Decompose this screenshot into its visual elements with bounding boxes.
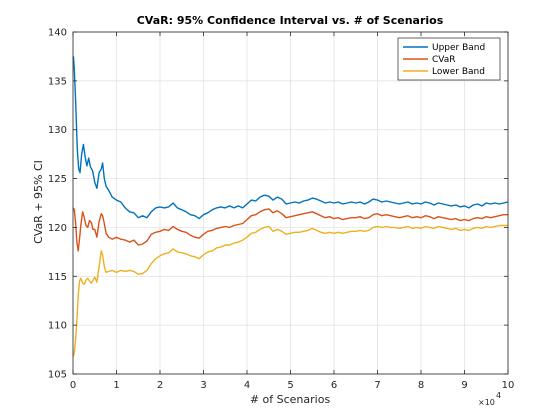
x-axis-exponent: ×10 4: [478, 391, 501, 407]
y-tick-label: 130: [48, 125, 67, 136]
legend: Upper Band CVaR Lower Band: [397, 37, 501, 81]
x-tick-label: 5: [287, 380, 293, 391]
y-tick-label: 125: [48, 174, 67, 185]
legend-entry-label: CVaR: [432, 55, 456, 65]
series-lines: [72, 56, 509, 357]
legend-entry-label: Lower Band: [432, 67, 485, 77]
chart-title: CVaR: 95% Confidence Interval vs. # of S…: [137, 14, 444, 27]
series-line-cvar: [72, 207, 508, 252]
y-tick-label: 135: [48, 76, 67, 87]
x-tick-label: 8: [418, 380, 424, 391]
x-tick-label: 10: [502, 380, 515, 391]
y-tick-label: 140: [48, 28, 67, 39]
y-tick-label: 110: [48, 321, 67, 332]
x-tick-label: 3: [200, 380, 206, 391]
x-exponent-power: 4: [496, 391, 501, 400]
legend-entry-label: Upper Band: [432, 43, 485, 53]
x-tick-label: 4: [244, 380, 250, 391]
y-axis-label: CVaR + 95% CI: [32, 160, 45, 244]
series-line-lower-band: [72, 224, 508, 357]
x-tick-label: 6: [331, 380, 337, 391]
axis-ticks: 0 1 2 3 4 5 6 7 8 9 10 105 110 115 120 125 130 135 140: [48, 28, 514, 392]
x-tick-label: 7: [374, 380, 380, 391]
y-tick-label: 105: [48, 370, 67, 381]
x-tick-label: 1: [113, 380, 119, 391]
x-tick-label: 0: [70, 380, 76, 391]
x-exponent-base: ×10: [478, 398, 495, 407]
x-axis-label: # of Scenarios: [250, 393, 331, 406]
x-tick-label: 9: [461, 380, 467, 391]
series-line-upper-band: [72, 56, 509, 220]
y-tick-label: 115: [48, 272, 67, 283]
y-tick-label: 120: [48, 223, 67, 234]
x-tick-label: 2: [157, 380, 163, 391]
